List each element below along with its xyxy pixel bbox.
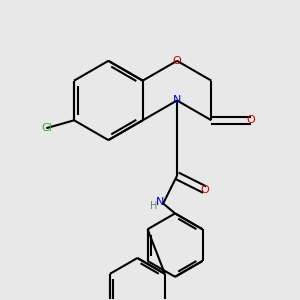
Text: N: N <box>156 197 164 207</box>
Text: Cl: Cl <box>41 123 52 133</box>
Text: N: N <box>173 95 181 106</box>
Text: O: O <box>247 115 255 125</box>
Text: O: O <box>173 56 182 66</box>
Text: O: O <box>200 184 209 195</box>
Text: H: H <box>150 202 157 212</box>
